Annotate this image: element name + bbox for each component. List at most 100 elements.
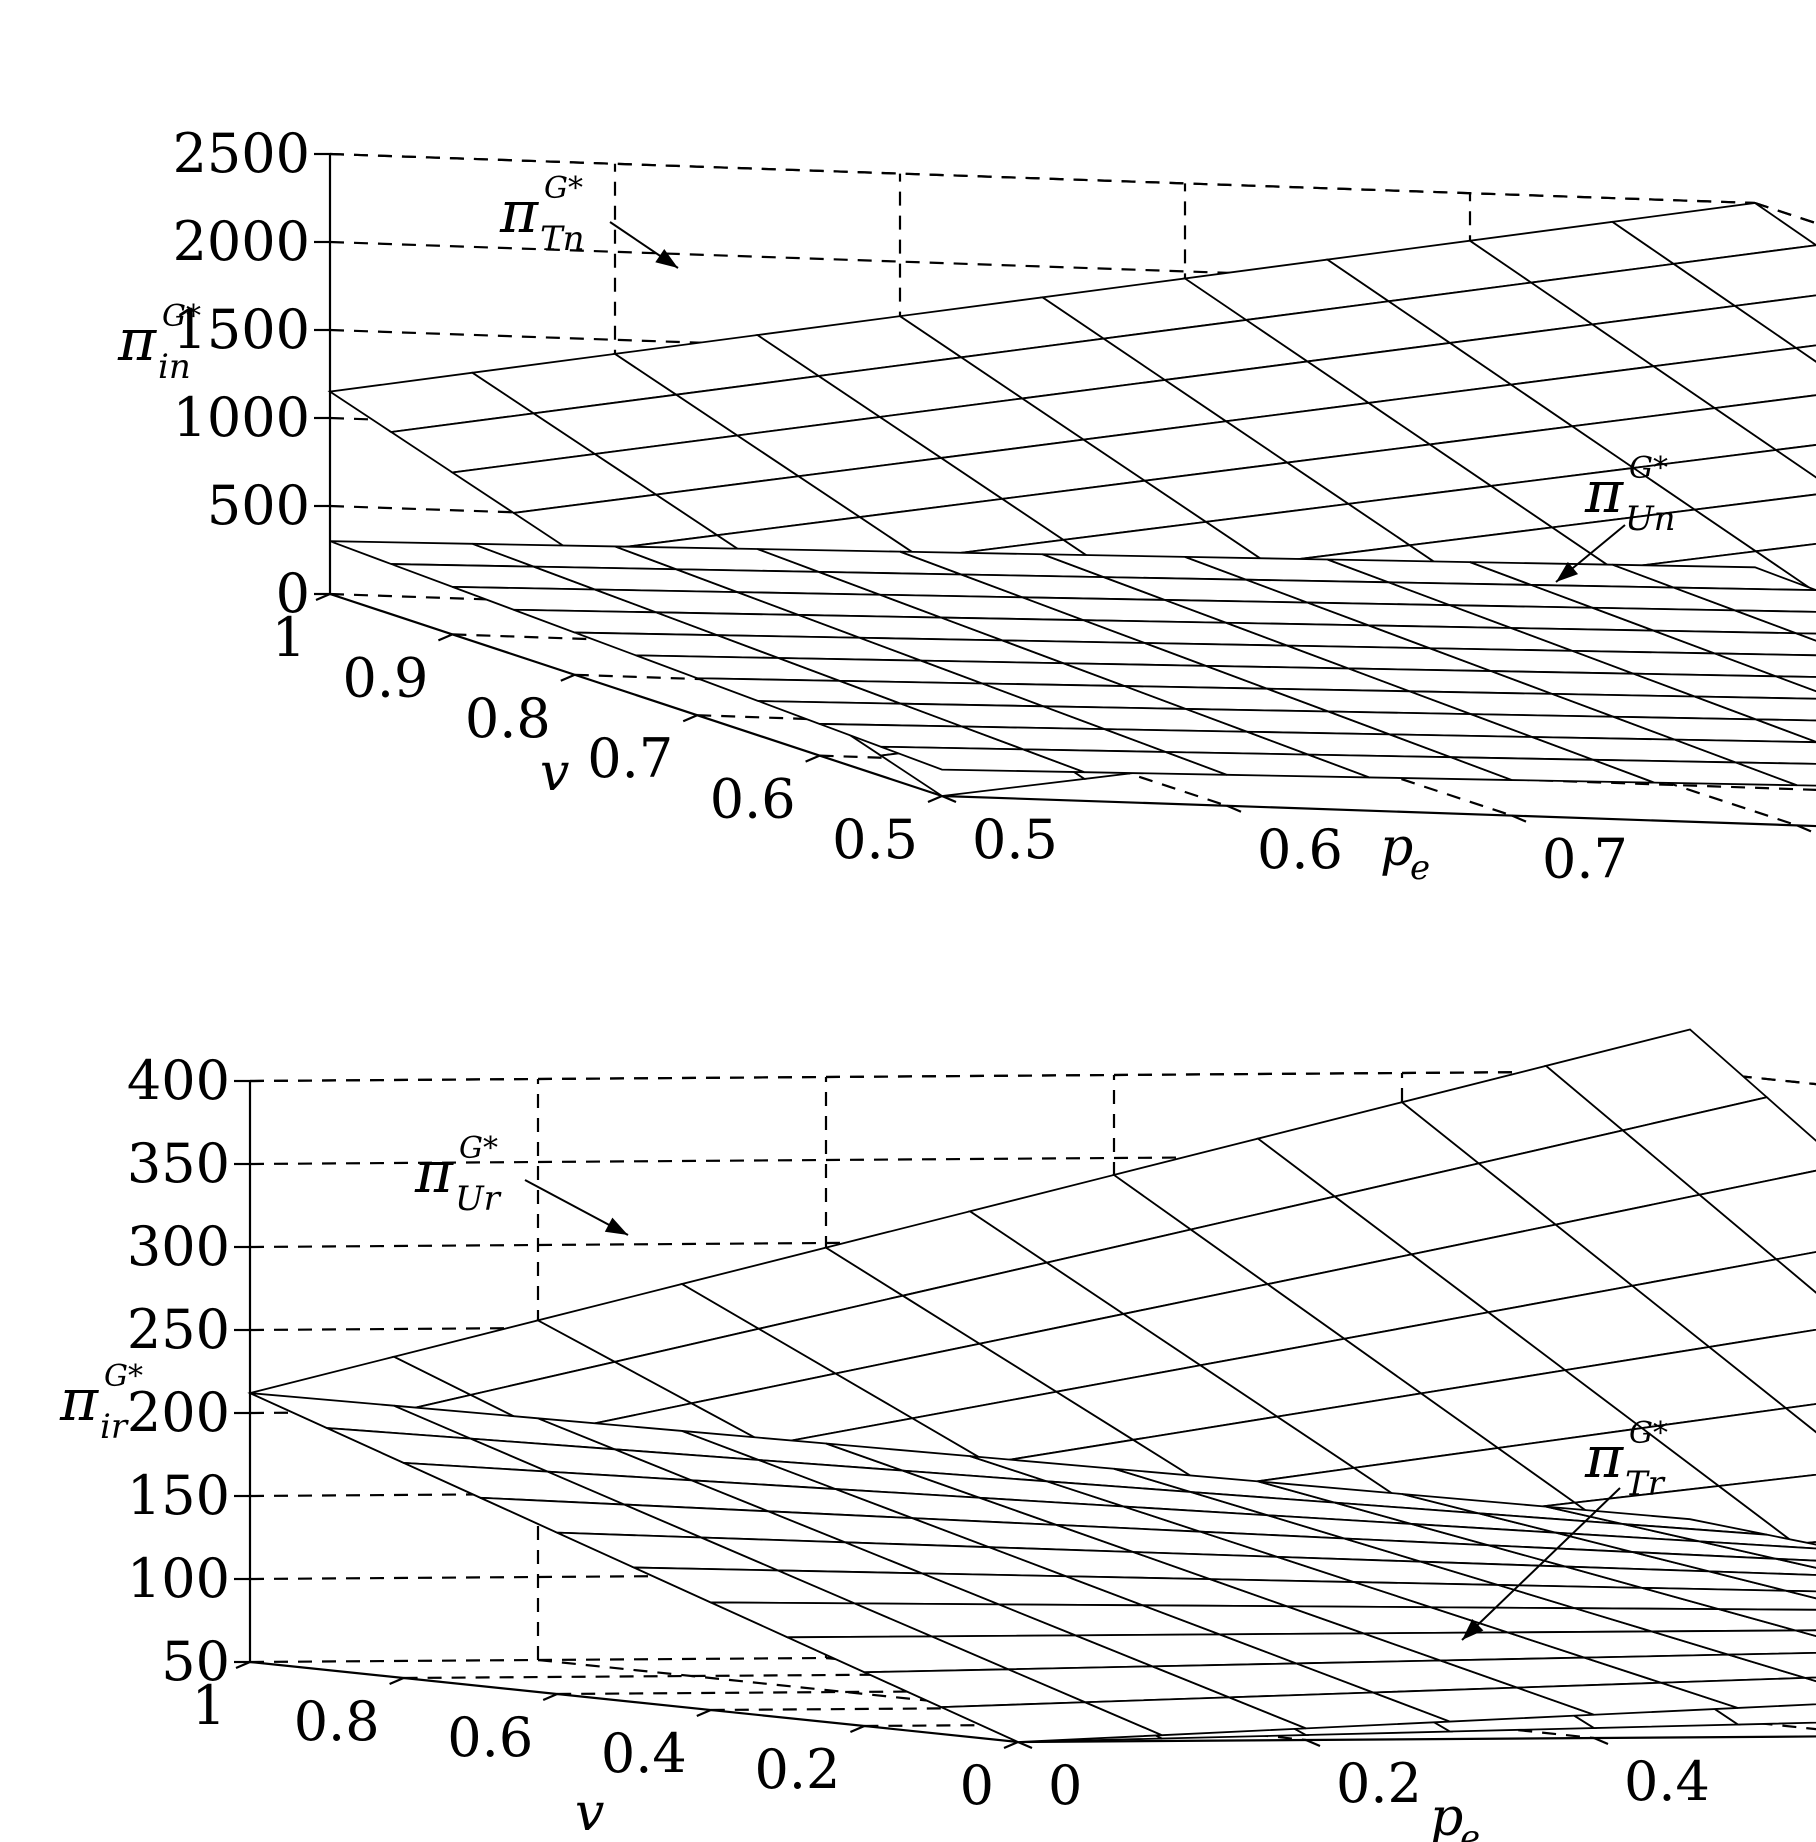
surface-cell <box>1671 244 1816 307</box>
surface-cell <box>1755 718 1816 743</box>
series-label-arrowhead <box>1462 1618 1484 1640</box>
x-tick-label: 1 <box>192 1674 226 1737</box>
surface-cell <box>1774 1251 1816 1294</box>
surface-cell <box>1708 1570 1816 1593</box>
x-tick-label: 1 <box>272 606 306 669</box>
y-tick-label: 0.5 <box>972 808 1058 871</box>
top-back-edge <box>249 1069 1691 1083</box>
surface-cell <box>1610 202 1816 265</box>
z-tick-label: 250 <box>127 1298 230 1361</box>
y-axis-line <box>941 794 1816 828</box>
upper-surface-plot: 0 500 1000 1500 2000 2500 1 0.9 0.8 0.7 0.6 0.5 0.5 0… <box>117 122 1816 891</box>
series-label-2-superscript: G* <box>1629 451 1668 486</box>
surface-cell <box>1795 1629 1816 1638</box>
series-label-1-symbol: π <box>499 178 539 246</box>
surface-cell <box>1639 1407 1816 1487</box>
y-tick-mark <box>1305 1738 1321 1748</box>
surface-cell <box>1775 675 1816 693</box>
surface-cell <box>1707 1328 1816 1410</box>
surface-cell <box>1712 394 1816 451</box>
x-tick-mark <box>682 714 698 723</box>
surface-2 <box>249 1392 1816 1743</box>
x-axis-line <box>329 592 943 798</box>
x-axis-label: v <box>575 1783 604 1842</box>
surface-cell <box>1673 586 1816 613</box>
x-tick-label: 0.7 <box>587 727 673 790</box>
z-tick-label: 2500 <box>173 122 310 185</box>
surface-cell <box>1776 1557 1816 1569</box>
series-label-1-superscript: G* <box>544 171 583 206</box>
series-label-1-subscript: Tn <box>540 219 585 259</box>
x-tick-label: 0 <box>960 1754 994 1817</box>
z-axis-label-subscript: ir <box>100 1407 129 1447</box>
x-tick-label: 0.6 <box>447 1706 533 1769</box>
surface-cell <box>1734 609 1816 635</box>
surface-cell <box>1716 1473 1816 1545</box>
surface-cell <box>1699 1540 1816 1562</box>
y-tick-mark <box>1593 1736 1609 1746</box>
x-tick-mark <box>389 1676 405 1686</box>
z-tick-label: 300 <box>127 1215 230 1278</box>
series-label-arrowhead <box>655 249 678 268</box>
z-tick-label: 1000 <box>173 386 310 449</box>
surface-cell <box>1651 346 1816 410</box>
surface-cell <box>1735 761 1816 787</box>
z-axis-label-subscript: in <box>158 347 191 387</box>
x-tick-mark <box>696 1708 712 1718</box>
x-tick-label: 0.8 <box>294 1690 380 1753</box>
surface-cell <box>1773 444 1816 479</box>
surface-cell <box>1630 1258 1816 1348</box>
series-label-arrowhead <box>604 1217 628 1235</box>
z-tick-label: 400 <box>127 1049 230 1112</box>
surface-cell <box>1620 1096 1816 1196</box>
z-axis-label-superscript: G* <box>162 299 201 334</box>
x-tick-mark <box>927 794 943 804</box>
y-tick-mark <box>1226 804 1242 813</box>
z-tick-label: 2000 <box>173 210 310 273</box>
series-label-2-symbol: π <box>1584 458 1624 526</box>
surface-cell <box>1793 344 1816 363</box>
z-tick-label: 350 <box>127 1132 230 1195</box>
x-tick-mark <box>315 592 331 602</box>
x-tick-mark <box>805 754 821 763</box>
surface-cell <box>1622 1523 1816 1550</box>
surface-cell <box>1753 542 1816 594</box>
series-label-2-subscript: Tr <box>1625 1464 1666 1504</box>
x-tick-label: 0.4 <box>601 1722 687 1785</box>
x-tick-label: 0.8 <box>465 687 551 750</box>
y-tick-label: 0.2 <box>1336 1752 1422 1815</box>
surface-cell <box>1633 672 1816 700</box>
y-tick-label: 0 <box>1048 1754 1082 1817</box>
surface-cell <box>1783 1403 1816 1434</box>
series-label-2-subscript: Un <box>1625 499 1676 539</box>
y-tick-mark <box>1017 1740 1033 1750</box>
y-axis-label-symbol: p <box>1430 1788 1463 1842</box>
z-tick-label: 150 <box>127 1464 230 1527</box>
y-tick-label: 0.4 <box>1624 1750 1710 1813</box>
x-tick-mark <box>235 1660 251 1670</box>
x-tick-label: 0.9 <box>343 646 429 709</box>
x-tick-mark <box>560 673 576 682</box>
z-axis-label-symbol: π <box>117 306 157 374</box>
y-axis-label-subscript: e <box>1410 848 1430 888</box>
x-tick-mark <box>849 1724 865 1734</box>
x-tick-label: 0.2 <box>755 1738 841 1801</box>
series-label-1-superscript: G* <box>459 1131 498 1166</box>
surface-cell <box>1631 449 1816 511</box>
surface-cell <box>1714 652 1816 678</box>
x-tick-mark <box>542 1692 558 1702</box>
surface-cell <box>1718 1608 1816 1632</box>
x-tick-mark <box>1003 1740 1019 1750</box>
z-tick-label: 0 <box>276 562 310 625</box>
surface-cell <box>1732 294 1816 349</box>
y-tick-label: 0.7 <box>1542 828 1628 891</box>
lower-surface-plot: 50 100 150 200 250 300 350 400 1 0.8 0.6 0.4 0.2 0 0 0.… <box>59 1028 1816 1842</box>
z-axis-label-superscript: G* <box>104 1359 143 1394</box>
y-tick-mark <box>1511 814 1527 823</box>
surface-cell <box>1785 1589 1816 1600</box>
x-tick-label: 0.5 <box>832 808 918 871</box>
series-label-1-symbol: π <box>414 1138 454 1206</box>
y-tick-label: 0.6 <box>1257 818 1343 881</box>
series-label-2-superscript: G* <box>1629 1416 1668 1451</box>
